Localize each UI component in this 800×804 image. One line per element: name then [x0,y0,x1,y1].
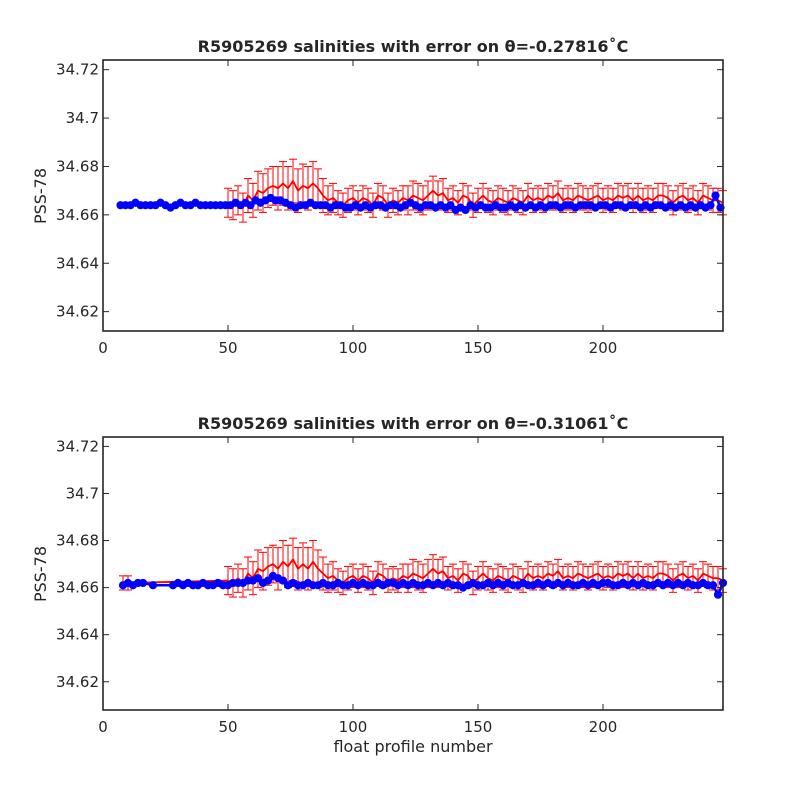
y-tick-label: 34.64 [56,626,99,644]
y-tick-label: 34.7 [66,109,99,127]
y-tick-label: 34.7 [66,484,99,502]
y-tick-label: 34.62 [56,673,99,691]
top-panel-marks [116,158,727,223]
calibrated-point [706,201,715,210]
top-panel: 0 50 100 150 200 34.62 34.64 34.66 34.68 34.7 34.7… [31,37,727,357]
bottom-panel-ylabel: PSS-78 [31,546,50,602]
y-tick-label: 34.66 [56,579,99,597]
calibrated-point [263,576,273,585]
calibrated-point [138,578,148,588]
calibrated-point [711,191,720,200]
top-panel-ylabel: PSS-78 [31,168,50,224]
measured-salinity-line [123,557,724,585]
bottom-panel-frame [102,436,724,711]
x-tick-label: 100 [339,339,368,357]
calibrated-point [708,581,718,590]
x-tick-label: 200 [589,339,618,357]
top-panel-ticks: 0 50 100 150 200 34.62 34.64 34.66 34.68 34.7 34.7… [56,60,723,357]
x-axis-label: float profile number [333,737,493,756]
calibrated-point [713,590,723,599]
top-panel-title: R5905269 salinities with error on θ=-0.2… [198,37,629,56]
calibrated-point [148,581,158,590]
y-tick-label: 34.68 [56,532,99,550]
measured-salinity-line [227,179,724,210]
y-tick-label: 34.68 [56,157,99,175]
top-panel-frame [102,59,724,332]
y-tick-label: 34.62 [56,303,99,321]
x-tick-label: 50 [218,718,237,736]
calibrated-point [446,201,455,210]
x-tick-label: 0 [98,718,108,736]
x-tick-label: 150 [464,339,493,357]
bottom-panel-ticks: 0 50 100 150 200 34.62 34.64 34.66 34.68 34.7 34.7… [56,437,723,736]
x-tick-label: 200 [589,718,618,736]
x-tick-label: 0 [98,339,108,357]
bottom-panel-marks [118,537,728,599]
y-tick-label: 34.72 [56,61,99,79]
x-tick-label: 50 [218,339,237,357]
bottom-panel: 0 50 100 150 200 34.62 34.64 34.66 34.68 34.7 34.7… [31,414,728,756]
x-tick-label: 150 [464,718,493,736]
calibrated-point [246,201,255,210]
calibrated-point [253,574,263,583]
calibrated-point [278,576,288,585]
x-tick-label: 100 [339,718,368,736]
y-tick-label: 34.66 [56,206,99,224]
calibrated-point [461,205,470,215]
y-tick-label: 34.64 [56,254,99,272]
bottom-panel-title: R5905269 salinities with error on θ=-0.3… [198,414,629,433]
y-tick-label: 34.72 [56,437,99,455]
